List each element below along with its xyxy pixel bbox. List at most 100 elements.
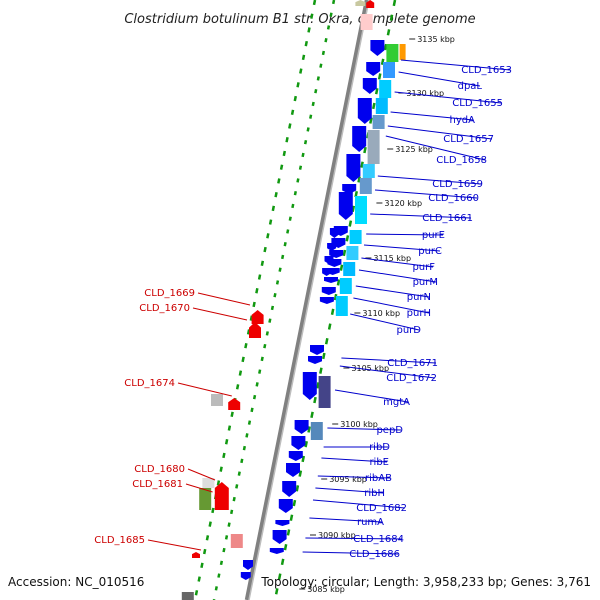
forward-gene-arrow xyxy=(308,356,322,364)
gene-features xyxy=(181,0,406,600)
gene-labels: CLD_1653 dpaL CLD_1655 hydA CLD_1657 CLD_1658… xyxy=(94,65,512,560)
right-gene-label: ribE xyxy=(369,457,389,468)
right-gene-label: mgtA xyxy=(383,397,410,408)
tick-label: 3105 kbp xyxy=(351,364,389,373)
right-gene-label: CLD_1684 xyxy=(353,534,404,545)
analysis-bar xyxy=(383,62,395,78)
feature-grey xyxy=(202,478,215,488)
forward-gene-arrow xyxy=(286,463,300,477)
map-title: Clostridium botulinum B1 str. Okra, comp… xyxy=(124,12,475,27)
tick-label: 3085 kbp xyxy=(307,585,345,594)
right-gene-label: CLD_1671 xyxy=(387,358,438,369)
forward-gene-arrow xyxy=(342,184,357,194)
right-gene-label: CLD_1661 xyxy=(422,213,473,224)
right-gene-label: purM xyxy=(413,277,438,288)
left-gene-label: CLD_1685 xyxy=(94,535,145,546)
leader-line xyxy=(400,59,511,71)
analysis-bar xyxy=(310,422,323,440)
feature-grey xyxy=(211,394,223,406)
leader-line xyxy=(317,475,391,479)
right-gene-label: purC xyxy=(418,246,442,257)
leader-line xyxy=(374,189,478,199)
forward-gene-arrow xyxy=(282,481,297,497)
reverse-gene-arrow xyxy=(192,552,200,558)
right-gene-label: pepD xyxy=(376,425,403,436)
dotted-guide-lines xyxy=(193,0,397,600)
forward-gene-arrow xyxy=(294,420,309,434)
right-gene-label: purD xyxy=(397,325,422,336)
analysis-bar xyxy=(339,278,352,294)
dotted-line-inner-left xyxy=(212,0,336,600)
forward-gene-arrow xyxy=(319,297,334,304)
reverse-gene-arrow xyxy=(228,398,241,410)
forward-gene-arrow xyxy=(352,126,367,152)
analysis-bar xyxy=(349,230,362,244)
right-gene-label: purE xyxy=(422,230,445,241)
right-gene-label: ribH xyxy=(364,488,385,499)
leader-line xyxy=(363,244,441,252)
leader-line xyxy=(187,468,216,481)
dotted-line-right xyxy=(273,0,397,600)
dotted-line-outer-left xyxy=(193,0,317,600)
right-gene-label: CLD_1682 xyxy=(356,503,407,514)
leader-line xyxy=(377,175,482,185)
analysis-bar xyxy=(362,164,375,178)
right-gene-label: CLD_1658 xyxy=(436,155,487,166)
forward-gene-arrow xyxy=(322,268,332,276)
tick-label: 3100 kbp xyxy=(340,420,378,429)
forward-gene-arrow xyxy=(310,345,324,355)
leader-line xyxy=(305,537,403,540)
leader-line xyxy=(327,427,402,431)
tick-label: 3095 kbp xyxy=(329,475,367,484)
leader-line xyxy=(390,111,474,121)
forward-gene-arrow xyxy=(321,287,336,295)
right-gene-label: CLD_1660 xyxy=(428,193,479,204)
analysis-bar xyxy=(359,178,372,194)
right-gene-label: CLD_1655 xyxy=(452,98,503,109)
leader-line xyxy=(192,307,248,321)
left-gene-label: CLD_1680 xyxy=(134,464,185,475)
leader-line xyxy=(147,539,202,551)
leader-line xyxy=(321,457,388,463)
forward-gene-arrow xyxy=(275,520,290,526)
label-leader-lines xyxy=(147,59,511,555)
kbp-ticks: 3135 kbp 3130 kbp 3125 kbp 3120 kbp 3115 kbp… xyxy=(299,35,455,594)
right-gene-label: purF xyxy=(412,262,435,273)
analysis-bar xyxy=(372,115,385,129)
leader-line xyxy=(387,125,493,140)
right-gene-label: CLD_1686 xyxy=(349,549,400,560)
feature-pink xyxy=(230,534,243,548)
forward-gene-arrow xyxy=(243,560,253,570)
leader-line xyxy=(334,389,409,403)
leader-line xyxy=(185,483,213,493)
forward-gene-arrow xyxy=(272,530,287,544)
leader-line xyxy=(398,71,481,87)
leader-line xyxy=(339,365,436,379)
forward-gene-arrow xyxy=(240,572,251,580)
leader-line xyxy=(353,297,430,314)
leader-line xyxy=(358,269,437,283)
backbone-line xyxy=(244,0,370,600)
reverse-gene-cropped xyxy=(355,0,366,6)
forward-gene-arrow xyxy=(329,228,339,238)
accession-text: Accession: NC_010516 xyxy=(8,575,144,589)
tick-label: 3110 kbp xyxy=(362,309,400,318)
right-gene-label: purN xyxy=(407,292,431,303)
tick-label: 3090 kbp xyxy=(318,531,356,540)
right-gene-label: rumA xyxy=(357,517,384,528)
leader-line xyxy=(361,257,434,268)
left-gene-label: CLD_1670 xyxy=(139,303,190,314)
tick-label: 3120 kbp xyxy=(384,199,422,208)
right-gene-label: purH xyxy=(407,308,431,319)
leader-line xyxy=(197,292,251,306)
leader-line xyxy=(315,487,384,494)
analysis-bar xyxy=(375,98,388,114)
left-gene-label: CLD_1681 xyxy=(132,479,183,490)
right-gene-label: ribAB xyxy=(365,473,392,484)
analysis-bar xyxy=(379,80,392,98)
genome-backbone xyxy=(244,0,370,600)
right-gene-label: CLD_1672 xyxy=(386,373,437,384)
leader-line xyxy=(309,517,383,523)
topology-text: Topology: circular; Length: 3,958,233 bp… xyxy=(260,575,591,589)
